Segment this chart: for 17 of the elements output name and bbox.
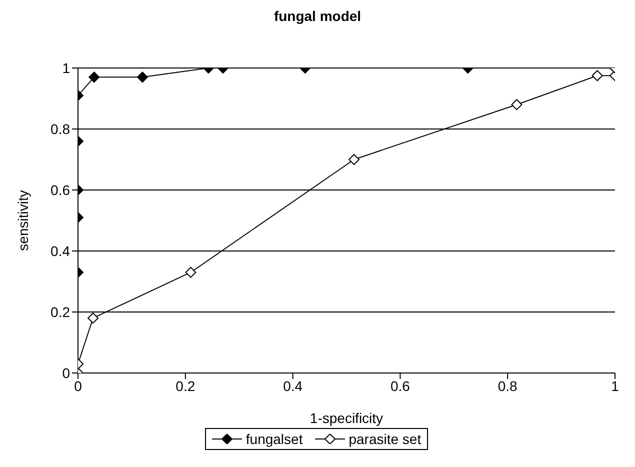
x-tick-label: 0.8 [498, 378, 518, 394]
chart-title: fungal model [272, 8, 362, 26]
y-tick-label: 0.2 [50, 304, 70, 320]
x-tick-label: 0.4 [283, 378, 303, 394]
y-tick-label: 0.4 [50, 242, 70, 259]
y-axis-title: sensitivity [14, 190, 31, 251]
x-tick-label: 0.6 [390, 378, 410, 394]
y-tick-label: 1 [62, 60, 70, 76]
legend-label: parasite set [348, 431, 422, 447]
x-tick-label: 1 [611, 378, 620, 394]
legend-label: fungalset [244, 431, 303, 447]
y-tick-label: 0.6 [50, 182, 70, 198]
x-tick-label: 0 [74, 378, 82, 394]
x-tick-label: 0.2 [176, 378, 196, 394]
y-tick-label: 0 [62, 364, 70, 381]
x-axis-title: 1-specificity [310, 410, 384, 426]
y-tick-label: 0.8 [50, 120, 70, 137]
